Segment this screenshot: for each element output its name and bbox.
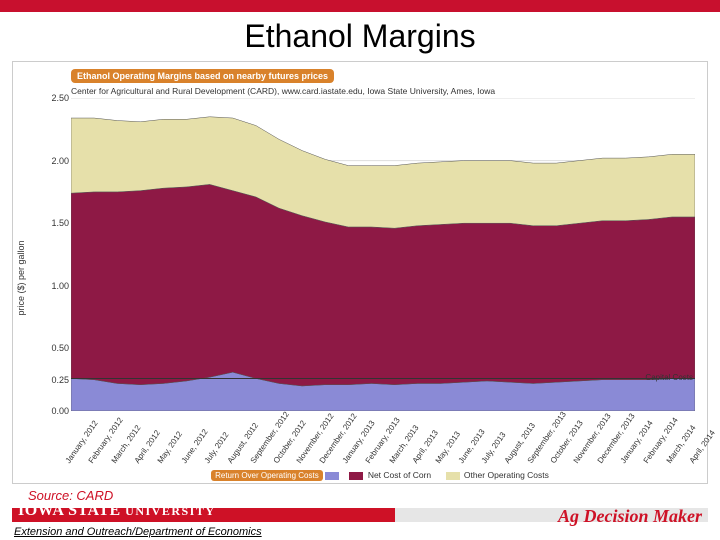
source-text: Source: CARD [28,488,113,503]
chart-container: Ethanol Operating Margins based on nearb… [12,61,708,484]
capital-costs-label: Capital Costs [645,373,693,382]
xtick: September, 2013 [526,410,568,465]
chart-legend: Return Over Operating Costs Net Cost of … [71,470,695,481]
chart-subtitle: Center for Agricultural and Rural Develo… [71,86,495,96]
chart-header: Ethanol Operating Margins based on nearb… [71,66,495,96]
isu-logo: IOWA STATE UNIVERSITY [18,502,216,520]
ytick: 0.00 [43,406,69,416]
ytick: 0.25 [43,375,69,385]
isu-logo-univ: UNIVERSITY [125,504,215,518]
ag-decision-maker-logo: Ag Decision Maker [558,506,702,527]
legend-badge: Return Over Operating Costs [211,470,323,481]
chart-plot [71,98,695,411]
ytick: 1.50 [43,218,69,228]
y-axis-label: price ($) per gallon [16,240,26,315]
y-axis-ticks: 0.000.250.501.001.502.002.50 [43,98,69,411]
legend-swatch-0 [325,472,339,480]
slide-root: Ethanol Margins Ethanol Operating Margin… [0,0,720,540]
chart-title-badge: Ethanol Operating Margins based on nearb… [71,69,334,83]
ytick: 0.50 [43,343,69,353]
legend-item-1: Other Operating Costs [446,470,549,480]
top-accent-bar [0,0,720,12]
ytick: 2.50 [43,93,69,103]
ytick: 2.00 [43,156,69,166]
footer: Source: CARD IOWA STATE UNIVERSITY Ag De… [0,484,720,540]
extension-line: Extension and Outreach/Department of Eco… [14,526,262,538]
legend-item-0: Net Cost of Corn [349,470,431,480]
isu-logo-main: IOWA STATE [18,502,121,519]
x-axis-ticks: January, 2012February, 2012March, 2012Ap… [71,413,695,465]
ytick: 1.00 [43,281,69,291]
page-title: Ethanol Margins [0,12,720,57]
